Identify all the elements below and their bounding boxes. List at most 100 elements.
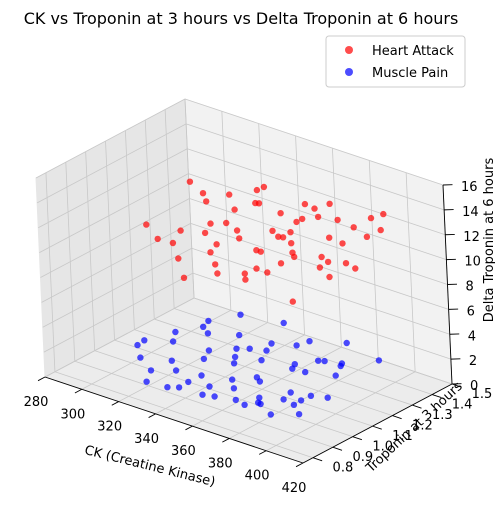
y-tick-mark [412, 405, 421, 408]
x-tick-label: 340 [134, 432, 159, 447]
x-tick-mark [112, 402, 119, 406]
x-tick-mark [259, 451, 266, 455]
data-point-muscle-pain [296, 411, 302, 417]
data-point-muscle-pain [233, 397, 239, 403]
z-tick-label: 6 [467, 304, 475, 319]
y-tick-mark [333, 447, 342, 450]
x-tick-mark [222, 438, 229, 442]
data-point-heart-attack [252, 200, 258, 206]
data-point-muscle-pain [302, 369, 308, 375]
data-point-heart-attack [223, 220, 229, 226]
data-point-muscle-pain [306, 338, 312, 344]
data-point-muscle-pain [339, 360, 345, 366]
data-point-muscle-pain [258, 357, 264, 363]
data-point-heart-attack [264, 269, 270, 275]
y-tick-mark [313, 458, 322, 461]
data-point-heart-attack [288, 240, 294, 246]
data-point-muscle-pain [288, 389, 294, 395]
data-point-heart-attack [326, 274, 332, 280]
data-point-muscle-pain [205, 318, 211, 324]
data-point-muscle-pain [280, 396, 286, 402]
data-point-heart-attack [175, 255, 181, 261]
data-point-muscle-pain [333, 372, 339, 378]
data-point-muscle-pain [321, 358, 327, 364]
data-point-muscle-pain [232, 354, 238, 360]
data-point-muscle-pain [185, 379, 191, 385]
data-point-muscle-pain [344, 340, 350, 346]
data-point-heart-attack [261, 184, 267, 190]
data-point-muscle-pain [268, 411, 274, 417]
data-point-heart-attack [212, 261, 218, 267]
data-point-heart-attack [242, 270, 248, 276]
data-point-heart-attack [242, 276, 248, 282]
data-point-muscle-pain [257, 401, 263, 407]
z-tick-label: 2 [469, 354, 477, 369]
data-point-heart-attack [311, 205, 317, 211]
data-point-muscle-pain [164, 384, 170, 390]
data-point-muscle-pain [231, 385, 237, 391]
data-point-heart-attack [280, 234, 286, 240]
data-point-muscle-pain [199, 392, 205, 398]
z-tick-label: 0 [470, 379, 478, 394]
data-point-heart-attack [291, 254, 297, 260]
x-tick-mark [149, 414, 156, 418]
data-point-heart-attack [177, 227, 183, 233]
data-point-muscle-pain [376, 357, 382, 363]
y-tick-mark [392, 416, 401, 419]
data-point-heart-attack [368, 215, 374, 221]
data-point-muscle-pain [137, 354, 143, 360]
data-point-heart-attack [326, 235, 332, 241]
x-axis-label: CK (Creatine Kinase) [83, 443, 217, 490]
data-point-muscle-pain [268, 340, 274, 346]
data-point-muscle-pain [205, 330, 211, 336]
data-point-heart-attack [287, 229, 293, 235]
data-point-muscle-pain [169, 358, 175, 364]
data-point-muscle-pain [293, 342, 299, 348]
data-point-muscle-pain [257, 378, 263, 384]
data-point-heart-attack [299, 216, 305, 222]
x-tick-mark [75, 389, 82, 393]
data-point-muscle-pain [148, 367, 154, 373]
data-point-heart-attack [277, 210, 283, 216]
data-point-muscle-pain [172, 329, 178, 335]
data-point-muscle-pain [233, 346, 239, 352]
data-point-heart-attack [293, 219, 299, 225]
data-point-heart-attack [143, 221, 149, 227]
data-point-muscle-pain [231, 360, 237, 366]
x-tick-label: 280 [24, 395, 49, 410]
data-point-heart-attack [207, 249, 213, 255]
data-point-heart-attack [236, 235, 242, 241]
y-tick-mark [373, 426, 382, 429]
data-point-heart-attack [315, 214, 321, 220]
x-tick-label: 360 [171, 444, 196, 459]
x-tick-mark [296, 463, 303, 467]
data-point-heart-attack [343, 260, 349, 266]
data-point-heart-attack [302, 201, 308, 207]
data-point-heart-attack [278, 260, 284, 266]
y-tick-label: 0.8 [333, 461, 354, 476]
data-point-heart-attack [339, 240, 345, 246]
z-tick-label: 10 [464, 255, 481, 270]
data-point-heart-attack [352, 265, 358, 271]
data-point-muscle-pain [298, 397, 304, 403]
data-point-heart-attack [334, 217, 340, 223]
x-tick-mark [38, 377, 45, 381]
data-point-muscle-pain [292, 361, 298, 367]
data-point-heart-attack [318, 254, 324, 260]
data-point-muscle-pain [241, 402, 247, 408]
data-point-muscle-pain [236, 332, 242, 338]
z-tick-label: 16 [461, 180, 478, 195]
x-tick-label: 320 [97, 420, 122, 435]
data-point-muscle-pain [315, 358, 321, 364]
x-tick-label: 420 [282, 481, 307, 496]
x-tick-label: 400 [245, 469, 270, 484]
z-axis-label: Delta Troponin at 6 hours [482, 158, 495, 323]
data-point-heart-attack [202, 230, 208, 236]
data-point-muscle-pain [201, 356, 207, 362]
data-point-heart-attack [258, 249, 264, 255]
data-point-muscle-pain [247, 346, 253, 352]
data-point-muscle-pain [170, 338, 176, 344]
data-point-heart-attack [351, 224, 357, 230]
data-point-heart-attack [213, 241, 219, 247]
